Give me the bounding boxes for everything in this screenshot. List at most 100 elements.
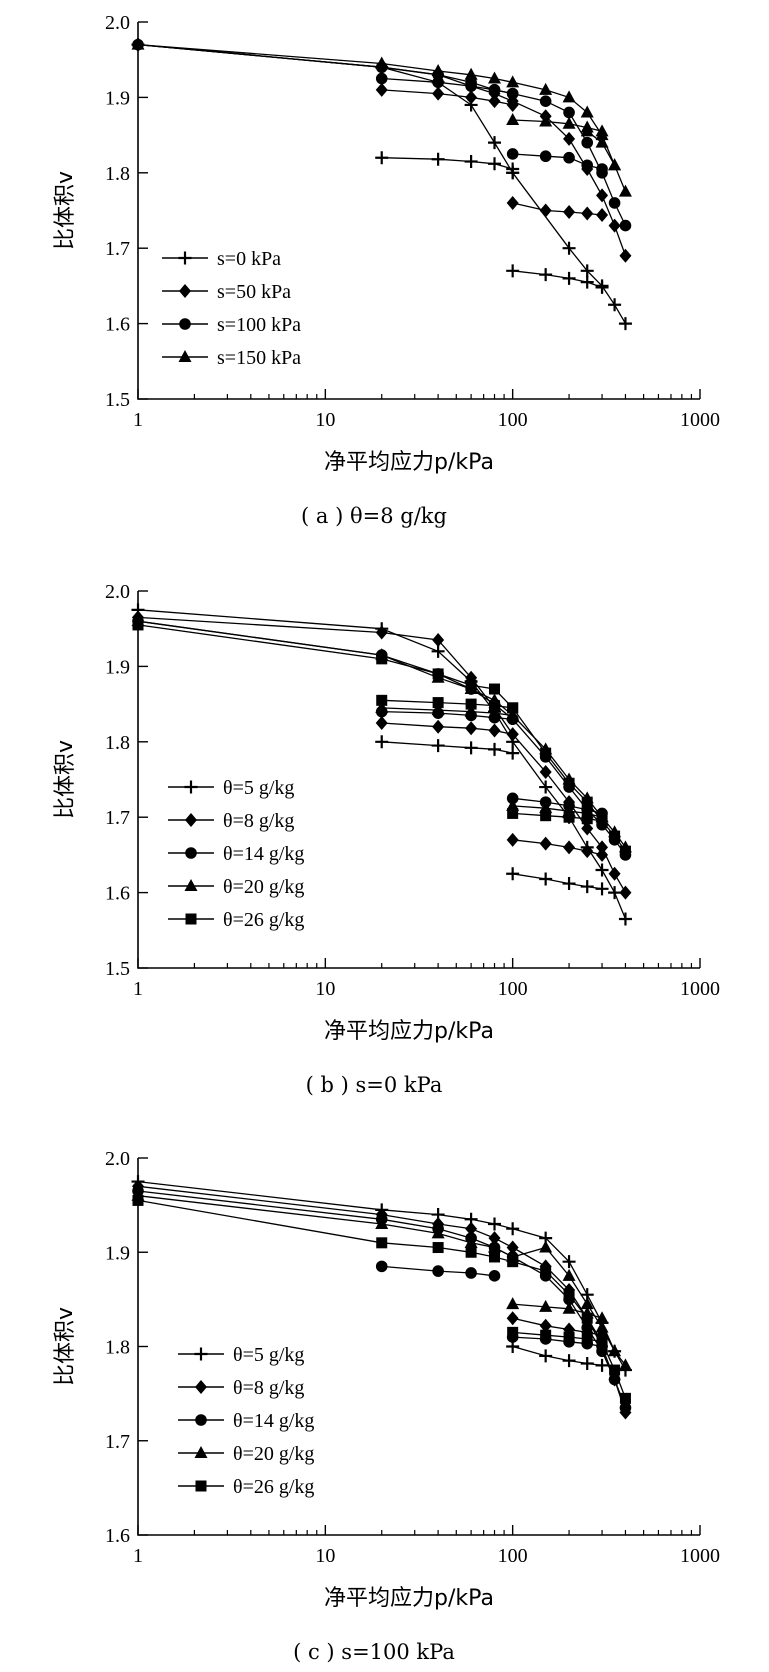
data-point [580, 264, 594, 278]
data-point [507, 702, 519, 714]
data-point [539, 114, 553, 127]
chart-a: 1 10 100 1000 1.5 1.6 1.7 1.8 1.9 2.0 净平均应力p/kPa 比体… [53, 12, 720, 528]
data-point [619, 248, 632, 263]
data-point [375, 56, 389, 69]
legend-label: s=0 kPa [217, 248, 281, 270]
data-point [595, 280, 609, 294]
data-point [562, 1301, 576, 1314]
y-tick-label: 1.9 [105, 1242, 130, 1264]
data-point [489, 1251, 501, 1263]
legend-label: θ=20 g/kg [223, 876, 304, 898]
legend-marker [178, 350, 192, 362]
data-point [465, 1221, 478, 1236]
data-point [563, 106, 575, 119]
legend-label: θ=8 g/kg [223, 810, 294, 832]
data-point [506, 1222, 520, 1236]
data-point [562, 1354, 576, 1368]
data-point [580, 275, 594, 289]
y-axis: 1.5 1.6 1.7 1.8 1.9 2.0 [105, 581, 148, 980]
data-point [506, 1240, 519, 1255]
data-point [431, 703, 445, 716]
data-point [432, 86, 445, 101]
data-point [464, 741, 478, 755]
legend-label: θ=5 g/kg [223, 777, 294, 799]
y-tick-label: 1.5 [105, 389, 130, 411]
data-point [465, 721, 478, 736]
data-point [581, 1312, 593, 1324]
data-point [539, 764, 552, 779]
data-point [581, 136, 594, 149]
data-point [507, 1326, 519, 1338]
data-point [488, 1231, 501, 1246]
data-point [506, 166, 520, 180]
data-point [595, 882, 609, 896]
series-line [137, 43, 514, 174]
data-point [595, 135, 609, 148]
data-point [506, 727, 519, 742]
data-point [563, 131, 576, 146]
data-point [618, 317, 632, 331]
data-point [431, 739, 445, 753]
data-point [464, 67, 478, 80]
data-point [432, 697, 444, 709]
legend-marker [195, 1380, 207, 1394]
data-point [562, 90, 576, 103]
data-point [488, 94, 501, 109]
data-point [619, 845, 631, 857]
data-point [506, 798, 520, 811]
x-tick-label: 1 [133, 1545, 143, 1567]
legend-marker [178, 251, 192, 265]
y-tick-label: 1.7 [105, 1431, 130, 1453]
legend-marker [194, 1347, 208, 1361]
data-point [581, 1333, 593, 1345]
data-point [432, 1242, 444, 1254]
data-point [608, 218, 621, 233]
data-point [506, 1297, 520, 1310]
series-line [512, 270, 603, 289]
legend: s=0 kPa s=50 kPa s=100 kPa s=150 kPa [162, 248, 301, 369]
series-theta-26-g-kg [132, 1194, 631, 1404]
legend-marker [185, 847, 197, 859]
legend-marker [185, 913, 197, 925]
data-point [539, 1299, 553, 1312]
data-point [618, 912, 632, 926]
data-point [562, 877, 576, 891]
data-point [489, 700, 501, 712]
x-tick-label: 100 [498, 978, 528, 1000]
data-point [618, 1358, 632, 1371]
legend-label: θ=8 g/kg [233, 1377, 304, 1399]
data-point [539, 95, 552, 107]
data-point [375, 715, 388, 730]
data-point [489, 683, 501, 695]
x-tick-label: 1000 [680, 409, 720, 431]
x-tick-label: 1 [133, 409, 143, 431]
data-point [608, 197, 621, 209]
y-tick-label: 1.9 [105, 656, 130, 678]
data-point [619, 1401, 632, 1414]
data-point [432, 719, 445, 734]
data-point [506, 148, 519, 160]
data-point [488, 71, 502, 84]
data-point [431, 152, 445, 166]
chart-c: 1 10 100 1000 1.6 1.7 1.8 1.9 2.0 净平均应力p/kPa 比体积v (… [53, 1148, 720, 1664]
data-point [581, 1321, 594, 1334]
y-tick-label: 1.6 [105, 883, 130, 905]
data-point [506, 75, 520, 88]
legend-marker [184, 780, 198, 794]
data-point [375, 151, 389, 165]
data-point [562, 271, 576, 285]
data-point [581, 844, 594, 859]
data-point [581, 159, 594, 172]
data-point [539, 268, 553, 282]
y-tick-label: 1.8 [105, 163, 130, 185]
series-line [512, 172, 627, 324]
figure-caption: ( a ) θ=8 g/kg [301, 504, 447, 528]
data-point [539, 872, 553, 886]
data-point [507, 1256, 519, 1268]
data-point [132, 619, 144, 631]
series-line [137, 1199, 627, 1399]
data-point [581, 206, 594, 221]
data-point [609, 830, 621, 842]
data-point [488, 136, 502, 150]
data-point [432, 633, 445, 648]
